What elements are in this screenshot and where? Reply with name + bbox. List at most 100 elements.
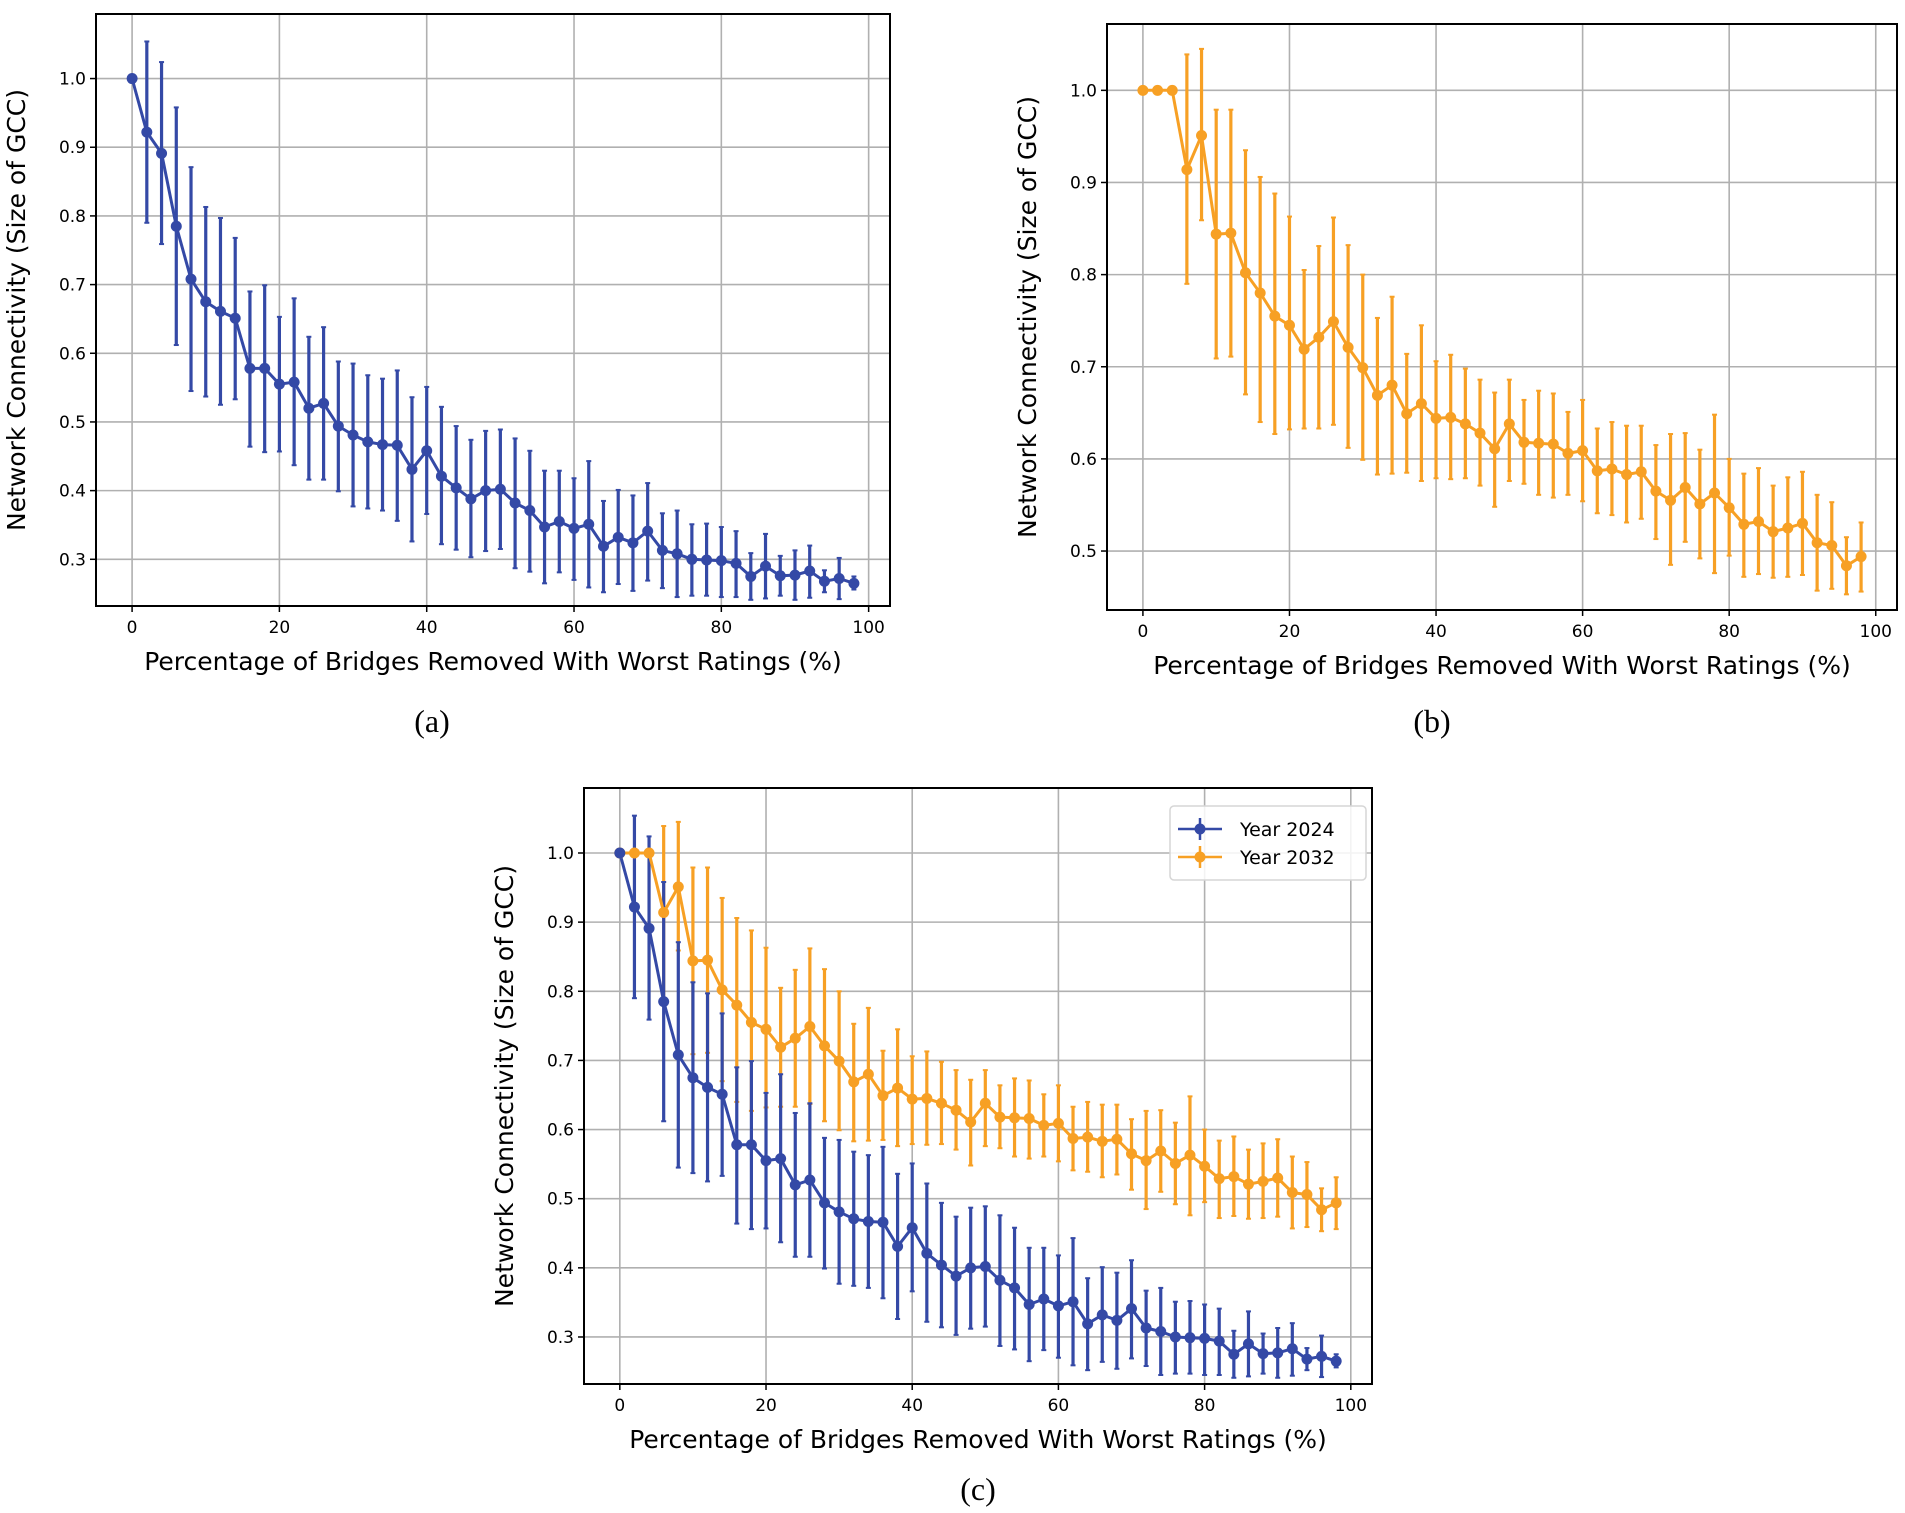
data-point-year-2024 [391, 439, 403, 451]
panel-c-error-bars [631, 814, 1339, 1379]
legend-marker-dot-2024 [1194, 823, 1206, 835]
x-tick-label: 100 [1860, 622, 1892, 642]
data-point-year-2024 [715, 555, 727, 567]
series-line-year-2032 [1142, 88, 1862, 568]
data-point-year-2032 [1313, 331, 1325, 343]
data-point-year-2032 [1052, 1117, 1064, 1129]
legend-box [1169, 805, 1367, 881]
x-tick-label: 20 [269, 618, 291, 638]
data-point-year-2032 [1254, 287, 1266, 299]
y-tick-label: 1.0 [1070, 81, 1097, 101]
y-tick-label: 1.0 [59, 70, 86, 90]
data-point-year-2024 [1301, 1353, 1313, 1365]
panel-a-y-axis-label: Network Connectivity (Size of GCC) [2, 89, 31, 531]
data-point-year-2024 [126, 73, 138, 85]
y-tick-label: 0.9 [547, 913, 574, 933]
x-tick-label: 60 [1048, 1396, 1070, 1416]
data-point-year-2032 [760, 1023, 772, 1035]
data-point-year-2024 [687, 1072, 699, 1084]
data-point-year-2024 [1067, 1296, 1079, 1308]
data-point-year-2032 [1840, 560, 1852, 572]
data-point-year-2024 [1038, 1293, 1050, 1305]
data-point-year-2032 [687, 955, 699, 967]
data-point-year-2024 [1228, 1348, 1240, 1360]
panel-b-x-axis-label: Percentage of Bridges Removed With Worst… [1153, 651, 1851, 680]
y-tick-label: 0.5 [547, 1190, 574, 1210]
data-point-year-2032 [1650, 485, 1662, 497]
data-point-year-2024 [1023, 1298, 1035, 1310]
data-point-year-2032 [1665, 494, 1677, 506]
data-point-year-2024 [332, 420, 344, 432]
panel-c-y-axis-label: Network Connectivity (Size of GCC) [490, 865, 519, 1307]
data-point-year-2024 [702, 1081, 714, 1093]
data-point-year-2032 [1184, 1149, 1196, 1161]
data-point-year-2032 [1752, 516, 1764, 528]
data-point-year-2032 [833, 1055, 845, 1067]
data-point-year-2032 [1415, 398, 1427, 410]
data-point-year-2032 [1533, 437, 1545, 449]
data-point-year-2024 [303, 402, 315, 414]
panel-b-frame [1106, 23, 1898, 611]
data-point-year-2032 [935, 1097, 947, 1109]
data-point-year-2024 [950, 1270, 962, 1282]
data-point-year-2024 [892, 1240, 904, 1252]
data-point-year-2024 [979, 1260, 991, 1272]
data-point-year-2024 [141, 126, 153, 138]
data-point-year-2032 [1257, 1175, 1269, 1187]
x-tick-label: 80 [1194, 1396, 1216, 1416]
x-tick-label: 60 [563, 618, 585, 638]
data-point-year-2024 [643, 922, 655, 934]
error-bar-year-2032 [1506, 378, 1512, 483]
data-point-year-2032 [1240, 267, 1252, 279]
data-point-year-2024 [818, 575, 830, 587]
panel-a-series-lines [130, 78, 855, 585]
data-point-year-2024 [1169, 1331, 1181, 1343]
data-point-year-2032 [804, 1021, 816, 1033]
x-tick-label: 0 [1137, 622, 1148, 642]
panel-c-points [614, 847, 1342, 1367]
data-point-year-2024 [1184, 1332, 1196, 1344]
data-point-year-2024 [480, 485, 492, 497]
legend-label-2032: Year 2032 [1239, 847, 1335, 869]
data-point-year-2024 [935, 1259, 947, 1271]
data-point-year-2024 [1286, 1343, 1298, 1355]
data-point-year-2032 [1199, 1160, 1211, 1172]
data-point-year-2032 [1286, 1186, 1298, 1198]
data-point-year-2024 [994, 1274, 1006, 1286]
data-point-year-2032 [1459, 418, 1471, 430]
data-point-year-2024 [200, 296, 212, 308]
error-bar-year-2032 [1257, 175, 1263, 424]
data-point-year-2024 [406, 463, 418, 475]
data-point-year-2024 [1052, 1300, 1064, 1312]
data-point-year-2032 [1430, 412, 1442, 424]
y-tick-label: 0.7 [1070, 358, 1097, 378]
x-tick-label: 20 [755, 1396, 777, 1416]
y-tick-label: 1.0 [547, 844, 574, 864]
panel-c-x-axis-label: Percentage of Bridges Removed With Worst… [629, 1425, 1327, 1454]
data-point-year-2032 [1782, 522, 1794, 534]
y-tick-label: 0.8 [1070, 266, 1097, 286]
data-point-year-2032 [775, 1041, 787, 1053]
panel-b-chart: 0 20 40 60 80 100 0.5 0.6 0.7 0.8 0.9 1.0 Percenta… [1013, 23, 1898, 739]
data-point-year-2024 [745, 1139, 757, 1151]
data-point-year-2024 [170, 220, 182, 232]
data-point-year-2024 [672, 1049, 684, 1061]
data-point-year-2024 [833, 1206, 845, 1218]
series-line-year-2024 [130, 78, 855, 585]
y-tick-label: 0.7 [59, 276, 86, 296]
data-point-year-2024 [273, 378, 285, 390]
x-tick-label: 0 [614, 1396, 625, 1416]
panel-b-y-ticks: 0.5 0.6 0.7 0.8 0.9 1.0 [1070, 81, 1107, 562]
x-tick-label: 40 [416, 618, 438, 638]
data-point-year-2032 [965, 1116, 977, 1128]
data-point-year-2032 [1137, 84, 1149, 96]
data-point-year-2024 [214, 305, 226, 317]
data-point-year-2032 [950, 1104, 962, 1116]
data-point-year-2032 [731, 999, 743, 1011]
data-point-year-2032 [1679, 481, 1691, 493]
y-tick-label: 0.6 [59, 344, 86, 364]
data-point-year-2032 [1855, 551, 1867, 563]
data-point-year-2024 [656, 544, 668, 556]
data-point-year-2032 [906, 1093, 918, 1105]
panel-c-y-ticks: 0.3 0.4 0.5 0.6 0.7 0.8 0.9 1.0 [547, 844, 584, 1348]
